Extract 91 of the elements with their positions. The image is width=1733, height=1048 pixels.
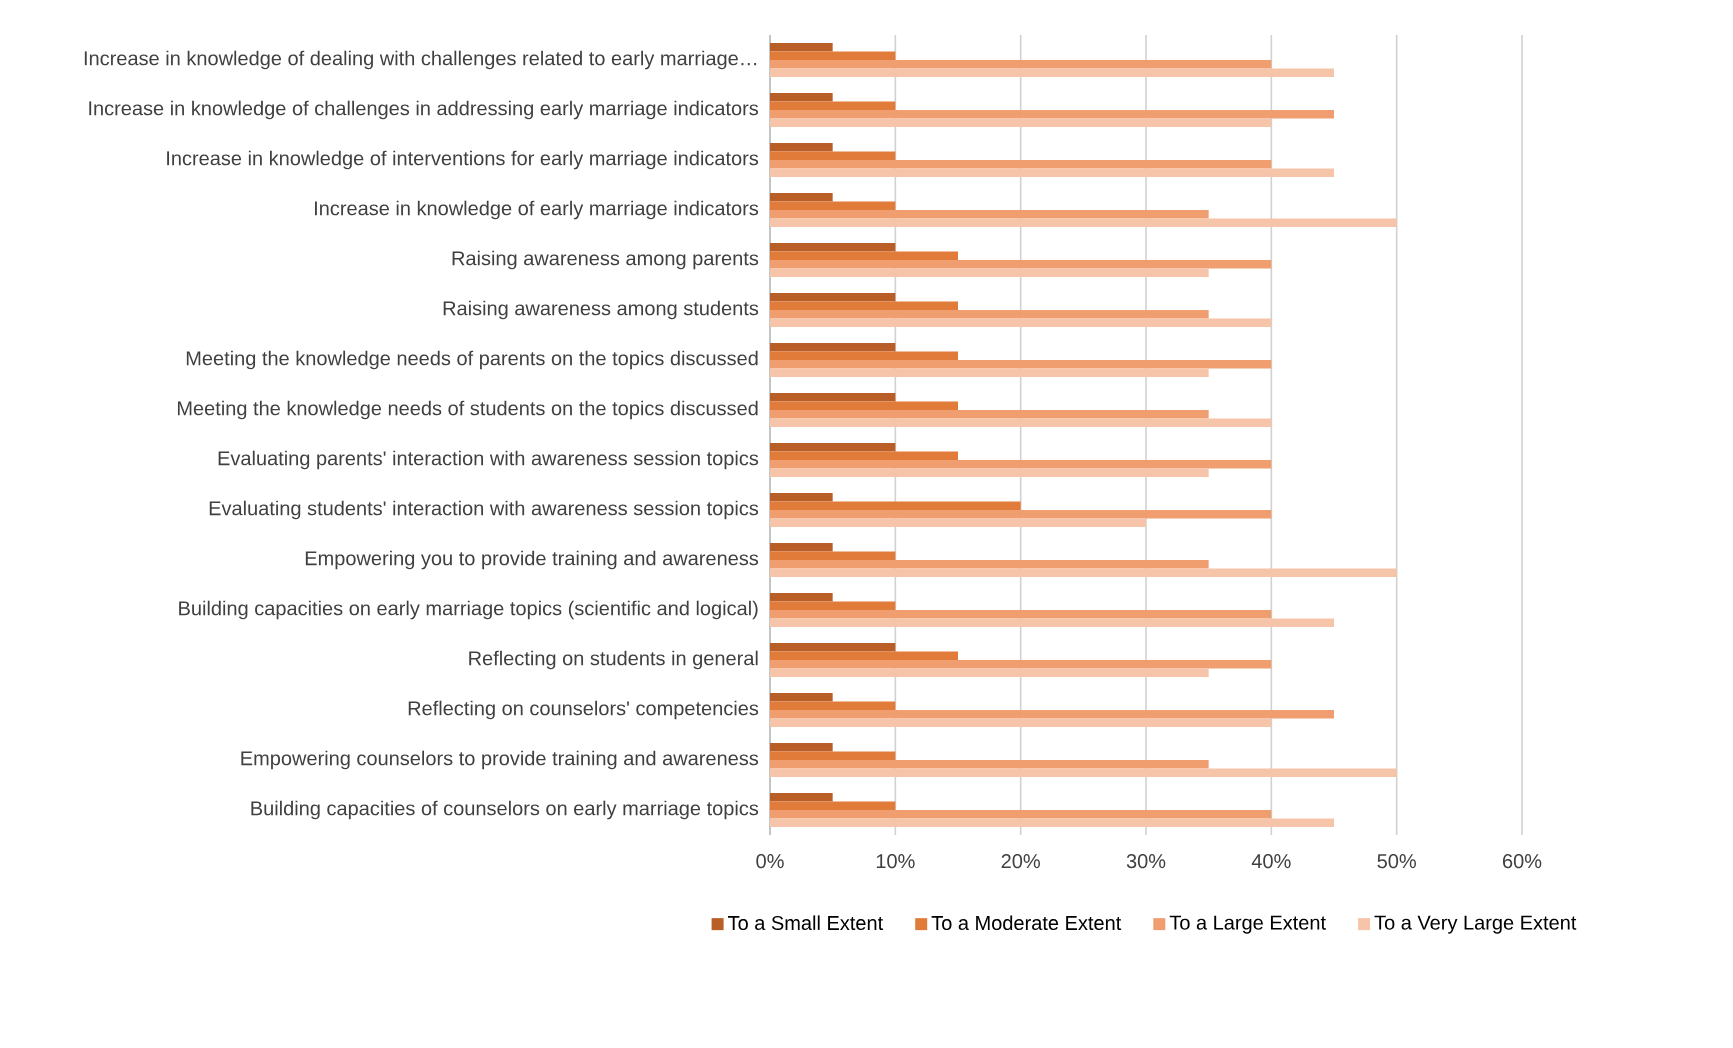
y-tick-label: Increase in knowledge of dealing with challenges related to early marriage… [84, 50, 757, 70]
y-tick-label: Meeting the knowledge needs of parents on the topics discussed [186, 350, 758, 370]
bar [770, 318, 1272, 327]
y-tick-label: Evaluating parents' interaction with awareness session topics [218, 450, 759, 470]
bar [770, 68, 1335, 77]
bar [770, 668, 1209, 677]
bar [770, 801, 896, 810]
legend-label: To a Large Extent [1169, 915, 1326, 934]
bar [770, 742, 833, 752]
bar [770, 509, 1272, 519]
bar [770, 359, 1272, 369]
bar [770, 442, 896, 452]
x-tick-label: 20% [1001, 854, 1040, 869]
bar [770, 301, 958, 310]
bar [770, 192, 833, 202]
bar [770, 259, 1272, 269]
y-tick-label: Empowering you to provide training and awareness [305, 550, 759, 570]
bar [770, 759, 1209, 769]
bar [770, 692, 833, 702]
bar [770, 418, 1272, 427]
bar [770, 709, 1335, 719]
x-tick-label: 40% [1251, 854, 1291, 869]
bar [770, 159, 1272, 169]
y-tick-label: Increase in knowledge of early marriage indicators [315, 200, 759, 220]
y-tick-label: Increase in knowledge of challenges in addressing early marriage indicators [89, 100, 759, 120]
bar [770, 342, 896, 352]
bar [770, 651, 958, 660]
bar [770, 92, 833, 102]
bar [770, 218, 1397, 227]
bar [770, 309, 1209, 319]
y-tick-label: Meeting the knowledge needs of students on the topics discussed [177, 400, 758, 420]
bar [770, 659, 1272, 669]
bar [770, 551, 896, 560]
bar [770, 751, 896, 760]
bar [770, 118, 1272, 127]
bar [770, 701, 896, 710]
bar [770, 351, 958, 360]
bar [770, 542, 833, 552]
bar [770, 242, 896, 252]
bar [770, 601, 896, 610]
legend-label: To a Very Large Extent [1374, 915, 1577, 934]
x-tick-label: 60% [1502, 854, 1542, 869]
y-tick-label: Evaluating students' interaction with awareness session topics [209, 500, 759, 520]
bar [770, 559, 1209, 569]
bar [770, 142, 833, 152]
bar [770, 101, 896, 110]
x-tick-label: 30% [1126, 854, 1166, 869]
bar [770, 109, 1335, 119]
bar [770, 518, 1146, 527]
bar [770, 501, 1021, 510]
bar [770, 42, 833, 52]
bar [770, 51, 896, 60]
x-tick-label: 10% [876, 854, 915, 869]
bar [770, 609, 1272, 619]
bar [770, 168, 1335, 177]
y-tick-label: Raising awareness among students [443, 300, 759, 320]
x-tick-label: 0% [756, 854, 784, 869]
bar [770, 792, 833, 802]
y-tick-label: Reflecting on students in general [469, 650, 758, 670]
bar [770, 768, 1397, 777]
y-tick-label: Empowering counselors to provide training and awareness [241, 750, 759, 770]
bar [770, 201, 896, 210]
bar [770, 368, 1209, 377]
y-tick-label: Increase in knowledge of interventions for early marriage indicators [167, 150, 759, 170]
y-tick-label: Reflecting on counselors' competencies [408, 700, 759, 720]
bar [770, 151, 896, 160]
bar [770, 459, 1272, 469]
bar [770, 401, 958, 410]
y-tick-label: Building capacities of counselors on early marriage topics [251, 800, 759, 820]
bar [770, 451, 958, 460]
y-tick-label: Raising awareness among parents [452, 250, 759, 270]
bar [770, 392, 896, 402]
bar [770, 409, 1209, 419]
bar [770, 818, 1335, 827]
legend-label: To a Moderate Extent [931, 915, 1122, 931]
bar [770, 618, 1335, 627]
bar [770, 59, 1272, 69]
bar [770, 642, 896, 652]
bar [770, 568, 1397, 577]
bar [770, 209, 1209, 219]
bar [770, 809, 1272, 819]
bar [770, 492, 833, 502]
bar [770, 468, 1209, 477]
bar [770, 268, 1209, 277]
bar [770, 251, 958, 260]
x-tick-label: 50% [1377, 854, 1416, 869]
bar [770, 592, 833, 602]
y-tick-label: Building capacities on early marriage topics (scientific and logical) [179, 600, 758, 620]
bar [770, 718, 1272, 727]
legend-label: To a Small Extent [728, 915, 884, 931]
bar [770, 292, 896, 302]
